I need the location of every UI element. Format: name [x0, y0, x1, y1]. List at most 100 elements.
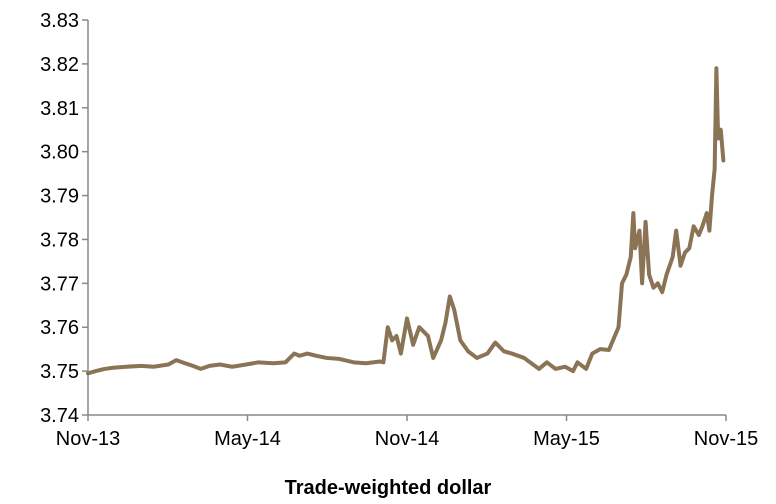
data-point — [693, 225, 695, 227]
data-point — [306, 353, 308, 355]
data-point — [717, 138, 719, 139]
data-point — [688, 247, 690, 249]
data-point — [449, 296, 451, 297]
data-point — [503, 350, 505, 352]
series-group — [86, 66, 726, 376]
y-tick-label: 3.81 — [40, 98, 79, 120]
data-point — [208, 365, 210, 367]
data-point — [538, 368, 540, 370]
data-point — [511, 353, 513, 355]
data-point — [641, 282, 643, 284]
x-tick-label: Nov-15 — [694, 428, 758, 450]
data-point — [657, 282, 659, 284]
data-point — [714, 168, 716, 170]
x-tick-label: May-14 — [214, 428, 281, 450]
data-point — [396, 335, 398, 337]
data-point — [440, 339, 442, 341]
data-point — [564, 366, 566, 368]
data-point — [476, 357, 478, 359]
data-point — [555, 368, 557, 370]
data-point — [95, 370, 97, 372]
data-point — [400, 353, 402, 355]
data-point — [427, 335, 429, 337]
data-point — [585, 368, 587, 370]
data-point — [453, 309, 455, 311]
data-point — [672, 256, 674, 258]
y-tick-label: 3.78 — [40, 229, 79, 251]
y-tick-label: 3.79 — [40, 186, 79, 208]
data-point — [680, 265, 682, 267]
data-point — [652, 287, 654, 289]
data-point — [293, 353, 295, 355]
data-point — [546, 361, 548, 363]
data-point — [648, 274, 650, 276]
y-axis: 3.74 3.75 3.76 3.77 3.78 3.79 3.80 3.81 3.82 3.83 — [40, 10, 89, 427]
data-point — [104, 368, 106, 370]
x-tick-label: Nov-13 — [56, 428, 120, 450]
data-point — [621, 282, 623, 284]
data-point — [630, 256, 632, 258]
y-tick-label: 3.82 — [40, 54, 79, 76]
data-point — [720, 129, 722, 131]
data-point — [711, 195, 713, 197]
data-point — [192, 365, 194, 367]
data-point — [412, 344, 414, 346]
data-point — [625, 274, 627, 276]
data-point — [638, 230, 640, 232]
data-point — [661, 291, 663, 293]
data-point — [272, 362, 274, 364]
data-point — [722, 159, 724, 161]
data-point — [125, 366, 127, 368]
data-point — [245, 364, 247, 366]
data-point — [684, 252, 686, 254]
y-tick-label: 3.74 — [40, 405, 79, 427]
data-point — [576, 361, 578, 363]
data-point — [299, 355, 300, 357]
y-tick-label: 3.77 — [40, 273, 79, 295]
data-point — [382, 361, 384, 363]
y-tick-label: 3.80 — [40, 142, 79, 164]
data-point — [523, 357, 525, 359]
data-point — [338, 358, 340, 360]
data-point — [701, 225, 703, 227]
data-point — [406, 317, 408, 319]
y-tick-label: 3.83 — [40, 10, 79, 32]
data-point — [432, 357, 434, 359]
data-point — [708, 230, 710, 232]
data-point — [459, 339, 461, 341]
y-tick-label: 3.76 — [40, 317, 79, 339]
series-line — [86, 66, 726, 376]
data-point — [467, 350, 469, 352]
x-axis-label: Trade-weighted dollar — [285, 477, 492, 499]
data-point — [444, 322, 446, 324]
data-point — [257, 361, 259, 363]
data-point — [618, 326, 619, 328]
data-point — [599, 348, 601, 350]
data-point — [494, 342, 496, 344]
data-point — [184, 362, 186, 364]
data-point — [632, 212, 634, 214]
x-tick-label: Nov-14 — [375, 428, 439, 450]
data-point — [379, 360, 381, 362]
data-point — [153, 366, 155, 368]
data-point — [200, 368, 202, 370]
data-point — [715, 67, 717, 69]
data-point — [387, 326, 389, 328]
data-point — [391, 339, 393, 341]
data-point — [113, 367, 115, 369]
data-point — [365, 362, 367, 364]
data-point — [591, 353, 593, 355]
data-point — [167, 364, 169, 366]
data-point — [418, 326, 420, 328]
data-point — [175, 359, 177, 361]
data-point — [140, 365, 142, 367]
data-point — [608, 349, 610, 351]
data-point — [706, 212, 708, 214]
data-point — [634, 247, 636, 249]
x-tick-label: May-15 — [533, 428, 600, 450]
x-axis: Nov-13 May-14 Nov-14 May-15 Nov-15 — [56, 414, 758, 450]
data-point — [666, 274, 668, 276]
y-tick-label: 3.75 — [40, 361, 79, 383]
data-point — [231, 366, 233, 368]
